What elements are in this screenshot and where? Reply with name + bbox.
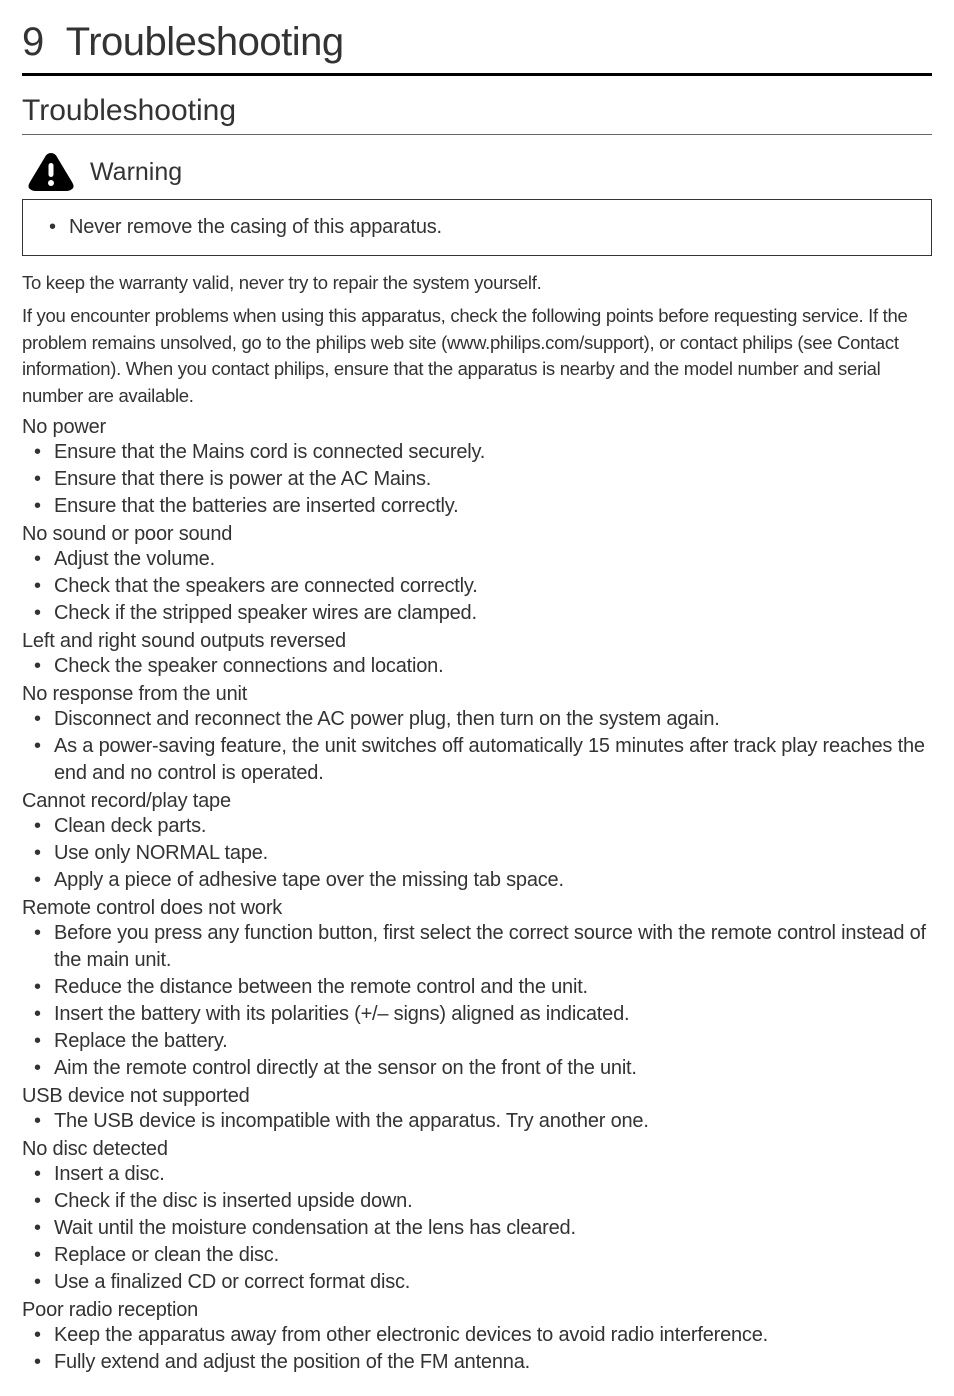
problem-heading: No response from the unit: [22, 683, 932, 706]
problems-block: No powerEnsure that the Mains cord is co…: [22, 416, 932, 1376]
problem-item: Use only NORMAL tape.: [22, 840, 932, 867]
problem-list: Adjust the volume.Check that the speaker…: [22, 546, 932, 627]
problem-list: Insert a disc.Check if the disc is inser…: [22, 1161, 932, 1296]
problem-item: Apply a piece of adhesive tape over the …: [22, 867, 932, 894]
problem-list: Check the speaker connections and locati…: [22, 653, 932, 680]
warning-text: Never remove the casing of this apparatu…: [37, 214, 917, 241]
problem-list: Clean deck parts.Use only NORMAL tape.Ap…: [22, 813, 932, 894]
problem-item: Insert a disc.: [22, 1161, 932, 1188]
problem-item: Fully extend and adjust the position of …: [22, 1349, 932, 1376]
problem-item: As a power-saving feature, the unit swit…: [22, 733, 932, 787]
problem-item: The USB device is incompatible with the …: [22, 1108, 932, 1135]
problem-item: Disconnect and reconnect the AC power pl…: [22, 706, 932, 733]
chapter-title: 9 Troubleshooting: [22, 20, 932, 76]
problem-list: The USB device is incompatible with the …: [22, 1108, 932, 1135]
problem-item: Reduce the distance between the remote c…: [22, 974, 932, 1001]
chapter-title-text: Troubleshooting: [66, 20, 344, 64]
problem-item: Ensure that the Mains cord is connected …: [22, 439, 932, 466]
problem-item: Check if the disc is inserted upside dow…: [22, 1188, 932, 1215]
problem-list: Keep the apparatus away from other elect…: [22, 1322, 932, 1376]
problem-item: Clean deck parts.: [22, 813, 932, 840]
problem-item: Replace the battery.: [22, 1028, 932, 1055]
warning-box: Never remove the casing of this apparatu…: [22, 199, 932, 256]
problem-heading: Cannot record/play tape: [22, 790, 932, 813]
problem-list: Ensure that the Mains cord is connected …: [22, 439, 932, 520]
problem-item: Aim the remote control directly at the s…: [22, 1055, 932, 1082]
intro-paragraph: If you encounter problems when using thi…: [22, 303, 932, 410]
problem-heading: No disc detected: [22, 1138, 932, 1161]
problem-heading: Remote control does not work: [22, 897, 932, 920]
warning-label: Warning: [90, 158, 182, 187]
chapter-number: 9: [22, 20, 44, 65]
problem-item: Ensure that there is power at the AC Mai…: [22, 466, 932, 493]
intro-paragraph: To keep the warranty valid, never try to…: [22, 270, 932, 297]
problem-list: Disconnect and reconnect the AC power pl…: [22, 706, 932, 787]
warning-icon: [28, 153, 74, 191]
problem-item: Insert the battery with its polarities (…: [22, 1001, 932, 1028]
problem-heading: No power: [22, 416, 932, 439]
problem-item: Use a finalized CD or correct format dis…: [22, 1269, 932, 1296]
problem-item: Check that the speakers are connected co…: [22, 573, 932, 600]
problem-item: Keep the apparatus away from other elect…: [22, 1322, 932, 1349]
problem-item: Ensure that the batteries are inserted c…: [22, 493, 932, 520]
problem-item: Replace or clean the disc.: [22, 1242, 932, 1269]
problem-heading: No sound or poor sound: [22, 523, 932, 546]
problem-item: Check if the stripped speaker wires are …: [22, 600, 932, 627]
problem-item: Wait until the moisture condensation at …: [22, 1215, 932, 1242]
section-title: Troubleshooting: [22, 94, 932, 135]
warning-header: Warning: [22, 153, 932, 191]
problem-heading: Left and right sound outputs reversed: [22, 630, 932, 653]
problem-heading: USB device not supported: [22, 1085, 932, 1108]
problem-heading: Poor radio reception: [22, 1299, 932, 1322]
problem-list: Before you press any function button, fi…: [22, 920, 932, 1082]
problem-item: Check the speaker connections and locati…: [22, 653, 932, 680]
problem-item: Before you press any function button, fi…: [22, 920, 932, 974]
intro-block: To keep the warranty valid, never try to…: [22, 270, 932, 410]
problem-item: Adjust the volume.: [22, 546, 932, 573]
